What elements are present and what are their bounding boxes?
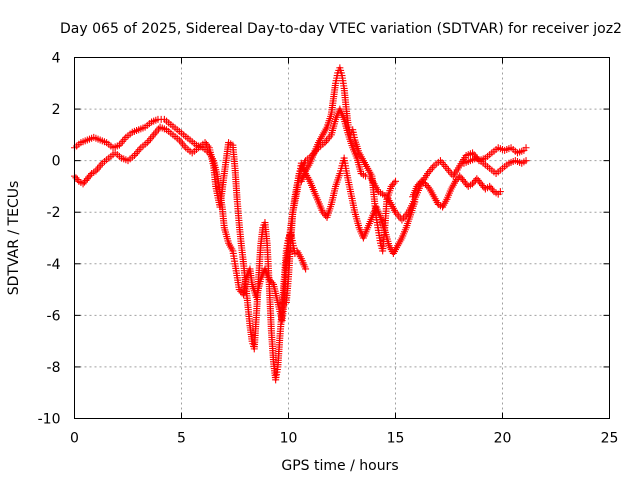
x-tick-label: 15 — [387, 431, 405, 447]
y-tick-label: 2 — [52, 102, 61, 118]
data-point-s3 — [392, 177, 399, 185]
data-point-s0 — [522, 144, 530, 152]
y-tick-label: -10 — [38, 412, 61, 428]
data-point-s4 — [489, 186, 497, 194]
chart-title: Day 065 of 2025, Sidereal Day-to-day VTE… — [60, 21, 622, 37]
data-point-s1 — [73, 176, 81, 184]
data-point-s4 — [424, 183, 432, 191]
grid-lines — [74, 57, 610, 419]
plot-frame — [74, 57, 610, 419]
x-tick-label: 10 — [280, 431, 298, 447]
x-tick-label: 0 — [70, 431, 79, 447]
data-point-s1 — [204, 142, 212, 150]
data-point-s2 — [411, 198, 419, 206]
x-axis-label: GPS time / hours — [281, 458, 398, 474]
y-tick-label: 4 — [52, 51, 61, 67]
y-axis-label: SDTVAR / TECUs — [6, 181, 22, 296]
x-tick-label: 20 — [494, 431, 512, 447]
data-point-s4 — [496, 188, 504, 196]
y-tick-label: -4 — [47, 257, 61, 273]
data-points — [71, 64, 530, 384]
data-point-s1 — [86, 171, 94, 179]
data-point-s1 — [302, 265, 310, 273]
x-tick-label: 25 — [601, 431, 619, 447]
y-tick-label: -6 — [47, 308, 61, 324]
y-tick-label: -8 — [47, 360, 61, 376]
y-tick-label: 0 — [52, 154, 61, 170]
x-tick-label: 5 — [177, 431, 186, 447]
y-tick-label: -2 — [47, 205, 61, 221]
data-point-s3 — [390, 179, 398, 187]
data-point-s5 — [522, 157, 530, 165]
